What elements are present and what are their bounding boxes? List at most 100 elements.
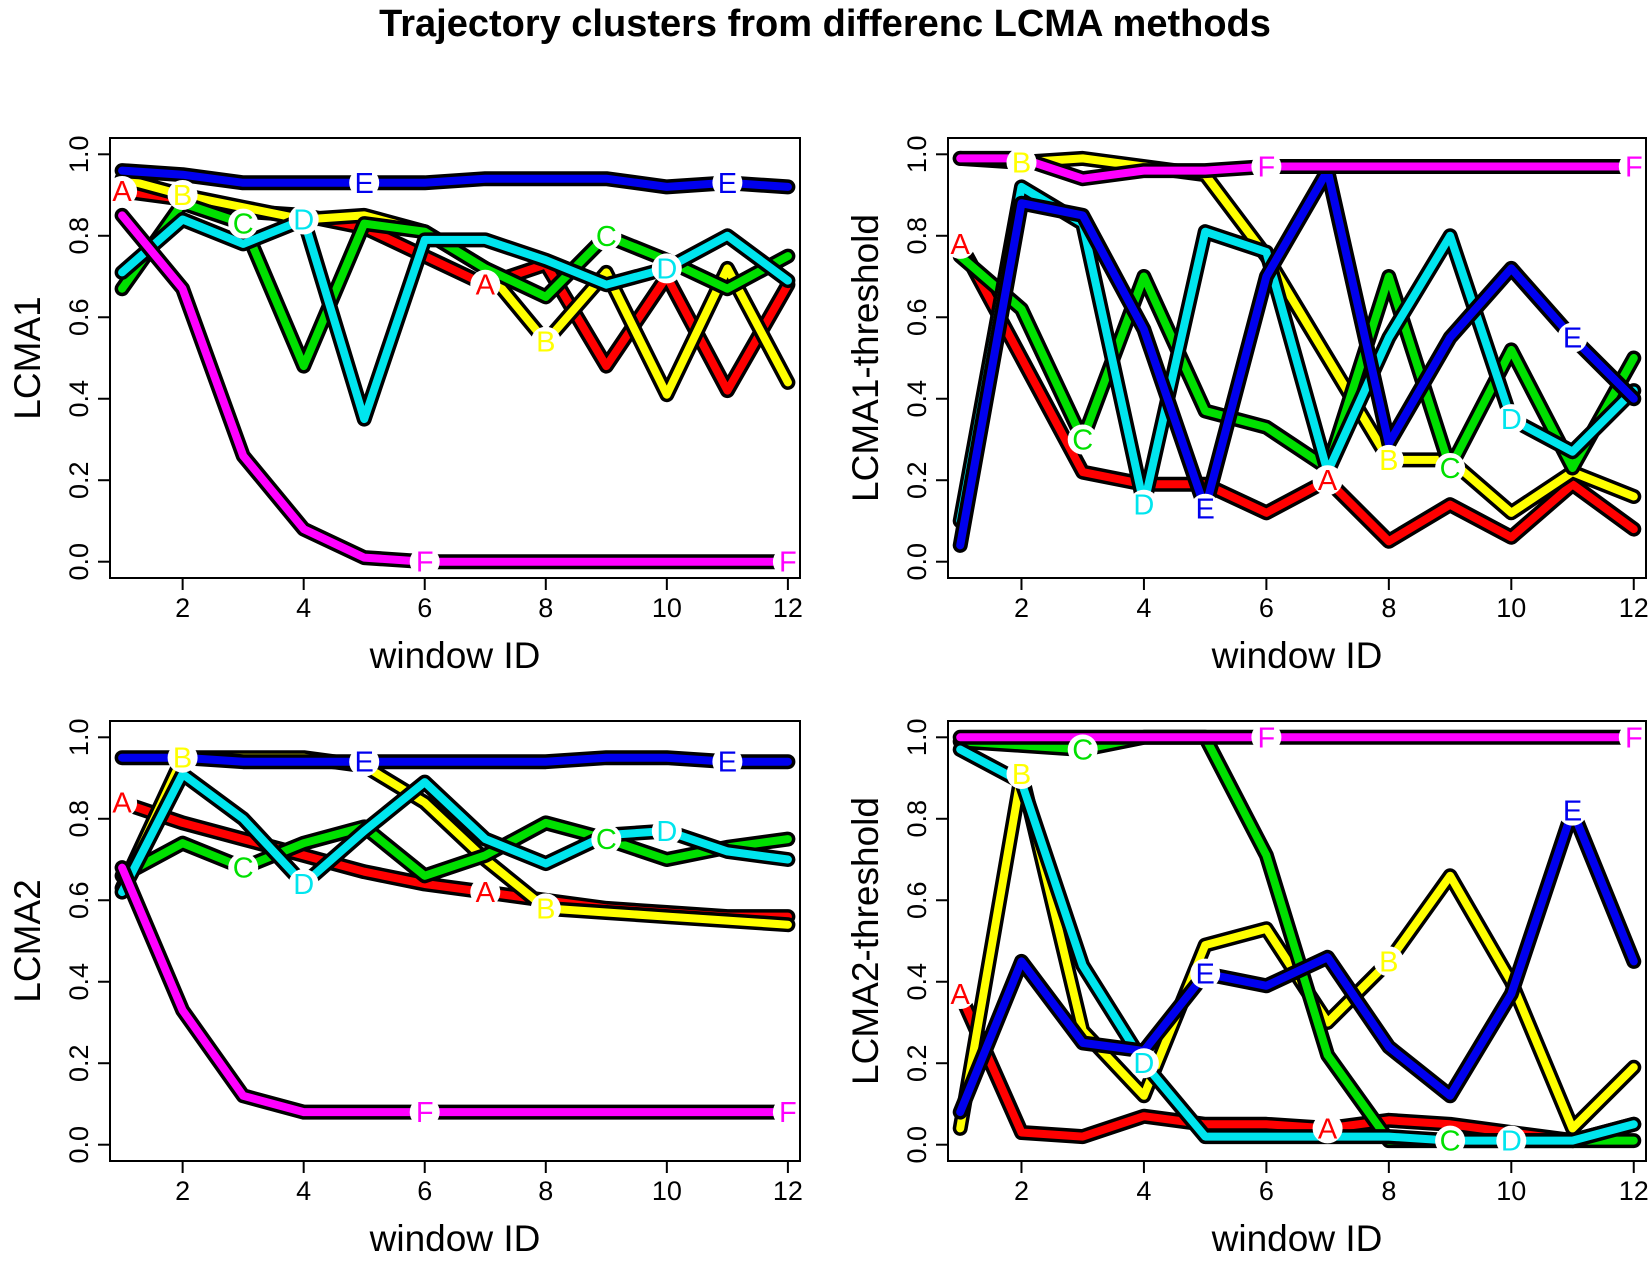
x-tick-label: 2	[175, 1176, 190, 1206]
series-f-point-label: F	[779, 1097, 797, 1129]
series-a-point-label: A	[951, 979, 971, 1011]
y-tick-label: 0.8	[902, 800, 932, 838]
y-tick-label: 0.2	[902, 1044, 932, 1082]
series-c-label-bg	[1435, 1125, 1466, 1156]
series-f-point-label: F	[1258, 722, 1276, 754]
plot-frame	[109, 137, 801, 579]
series-f-point-label: F	[1625, 152, 1643, 184]
series-a-point-label: A	[1318, 465, 1338, 497]
x-tick-label: 2	[1014, 593, 1029, 623]
series-f-label-bg	[409, 1097, 440, 1128]
series-a-label-bg	[107, 787, 138, 818]
x-axis-label: window ID	[369, 635, 541, 676]
series-e-label-bg	[349, 746, 380, 777]
x-tick-label: 4	[296, 593, 311, 623]
series-e-point-label: E	[355, 747, 374, 779]
series-c-label-bg	[228, 208, 259, 239]
series-a-label-bg	[1312, 465, 1343, 496]
series-b-point-label: B	[1012, 147, 1031, 179]
series-b-label-bg	[1006, 759, 1037, 789]
series-e-point-label: E	[355, 168, 374, 200]
series-e-point-label: E	[1563, 323, 1582, 355]
y-axis-label: LCMA2	[7, 879, 48, 1002]
x-tick-label: 12	[773, 1176, 803, 1206]
y-tick-label: 0.0	[64, 1126, 94, 1164]
x-tick-label: 10	[652, 1176, 682, 1206]
x-tick-label: 6	[417, 1176, 432, 1206]
y-axis-label: LCMA2-threshold	[845, 797, 886, 1085]
series-d-label-bg	[288, 869, 319, 899]
series-d-point-label: D	[1133, 490, 1154, 522]
series-f-line	[118, 211, 792, 566]
series-c-label-bg	[228, 852, 259, 883]
y-tick-label: 0.2	[64, 1044, 94, 1082]
y-tick-label: 0.6	[64, 881, 94, 919]
series-c-label-bg	[1067, 424, 1098, 455]
series-e-line	[118, 166, 792, 191]
series-d-point-label: D	[1133, 1048, 1154, 1080]
series-b-label-bg	[530, 326, 561, 357]
series-e-label-bg	[1190, 493, 1221, 524]
series-a-label-bg	[107, 176, 138, 206]
y-axis-label: LCMA1-threshold	[845, 214, 886, 502]
y-axis-label: LCMA1	[7, 296, 48, 419]
series-b-point-label: B	[536, 327, 555, 359]
series-d-label-bg	[1496, 404, 1527, 435]
y-tick-label: 1.0	[64, 136, 94, 174]
x-tick-label: 2	[175, 593, 190, 623]
series-b-point-label: B	[1012, 759, 1031, 791]
series-c-point-label: C	[1440, 1126, 1461, 1158]
series-e-label-bg	[1557, 322, 1588, 353]
y-tick-label: 1.0	[64, 719, 94, 757]
series-f-point-label: F	[416, 547, 434, 579]
series-c-point-label: C	[1072, 425, 1093, 457]
series-b-point-label: B	[1379, 946, 1398, 978]
series-e-label-bg	[712, 746, 743, 777]
x-tick-label: 12	[773, 593, 803, 623]
y-tick-label: 0.8	[902, 217, 932, 255]
series-d-label-bg	[1128, 489, 1159, 520]
series-b-line	[956, 154, 1638, 517]
series-f-point-label: F	[1625, 722, 1643, 754]
series-d-point-label: D	[293, 869, 314, 901]
series-a-point-label: A	[476, 270, 496, 302]
panel-lcma2-threshold: A A B B C C D D E E F F 2 4 6 8 10 12 0.0 0.2 0.4 0.6 0.8 1.0 wi…	[845, 719, 1649, 1259]
plot-frame	[109, 720, 801, 1162]
series-b-label-bg	[1373, 444, 1404, 475]
series-c-point-label: C	[596, 221, 617, 253]
series-e-point-label: E	[1563, 796, 1582, 828]
y-tick-label: 1.0	[902, 719, 932, 757]
y-tick-label: 0.2	[902, 461, 932, 499]
series-c-label-bg	[591, 220, 622, 251]
series-b-point-label: B	[173, 180, 192, 212]
series-c-label-bg	[1067, 734, 1098, 765]
y-tick-label: 0.6	[64, 298, 94, 336]
series-f-label-bg	[1251, 151, 1282, 182]
series-d-point-label: D	[293, 205, 314, 237]
series-d-point-label: D	[1501, 1126, 1522, 1158]
series-f-label-bg	[409, 546, 440, 577]
series-e-label-bg	[1557, 795, 1588, 826]
x-tick-label: 12	[1619, 1176, 1649, 1206]
series-a-label-bg	[470, 269, 501, 300]
series-e-line	[118, 753, 792, 766]
x-tick-label: 4	[1136, 593, 1151, 623]
series-e-label-bg	[349, 167, 380, 198]
x-tick-label: 12	[1619, 593, 1649, 623]
series-c-point-label: C	[596, 824, 617, 856]
series-e-label-bg	[712, 167, 743, 198]
series-d-label-bg	[1496, 1125, 1527, 1156]
series-c-point-label: C	[1072, 735, 1093, 767]
panel-lcma2: A A B B C C D D E E F F 2 4 6 8 10 12 0.0 0.2 0.4 0.6 0.8 1.0 wi…	[7, 719, 803, 1259]
y-tick-label: 1.0	[902, 136, 932, 174]
y-tick-label: 0.4	[902, 380, 932, 418]
x-tick-label: 6	[417, 593, 432, 623]
plot-frame	[947, 720, 1647, 1162]
series-a-label-bg	[945, 228, 976, 259]
series-b-point-label: B	[173, 743, 192, 775]
series-d-label-bg	[288, 204, 319, 235]
x-tick-label: 6	[1259, 1176, 1274, 1206]
series-f-line	[956, 154, 1638, 183]
y-tick-label: 0.2	[64, 461, 94, 499]
